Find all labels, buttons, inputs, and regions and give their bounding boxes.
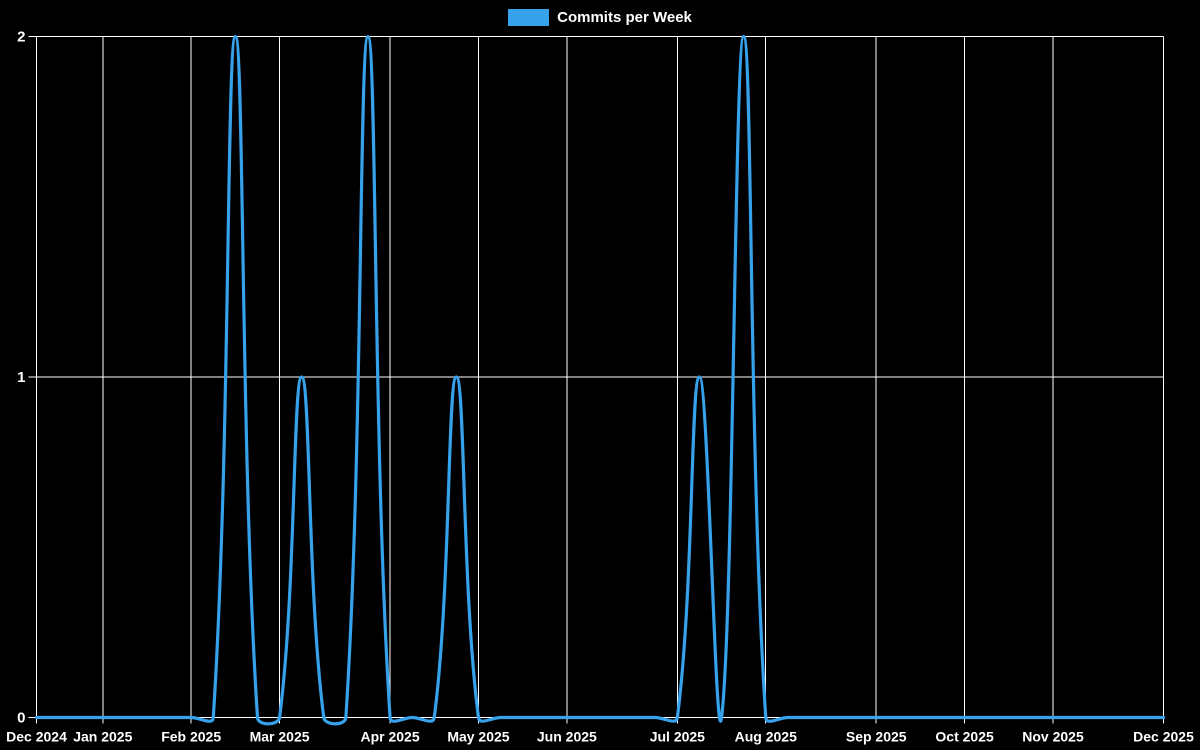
y-tick-label: 0 bbox=[17, 710, 25, 727]
x-tick-label: Apr 2025 bbox=[360, 729, 419, 745]
x-tick-label: Dec 2024 bbox=[6, 729, 67, 745]
x-tick-label: Feb 2025 bbox=[161, 729, 221, 745]
x-tick-label: Sep 2025 bbox=[846, 729, 907, 745]
chart-legend: Commits per Week bbox=[0, 8, 1200, 27]
y-tick-label: 2 bbox=[17, 29, 25, 46]
x-tick-label: Jul 2025 bbox=[650, 729, 705, 745]
x-tick-label: Mar 2025 bbox=[250, 729, 310, 745]
x-tick-label: Aug 2025 bbox=[735, 729, 797, 745]
commits-line-series bbox=[34, 34, 1166, 726]
x-tick-label: Dec 2025 bbox=[1133, 729, 1194, 745]
legend-label: Commits per Week bbox=[557, 9, 692, 26]
y-tick-label: 1 bbox=[17, 369, 25, 386]
x-tick-label: Jan 2025 bbox=[73, 729, 132, 745]
legend-swatch bbox=[508, 9, 550, 26]
x-tick-label: Oct 2025 bbox=[935, 729, 994, 745]
x-tick-label: May 2025 bbox=[447, 729, 509, 745]
x-tick-label: Jun 2025 bbox=[537, 729, 597, 745]
x-tick-label: Nov 2025 bbox=[1022, 729, 1084, 745]
